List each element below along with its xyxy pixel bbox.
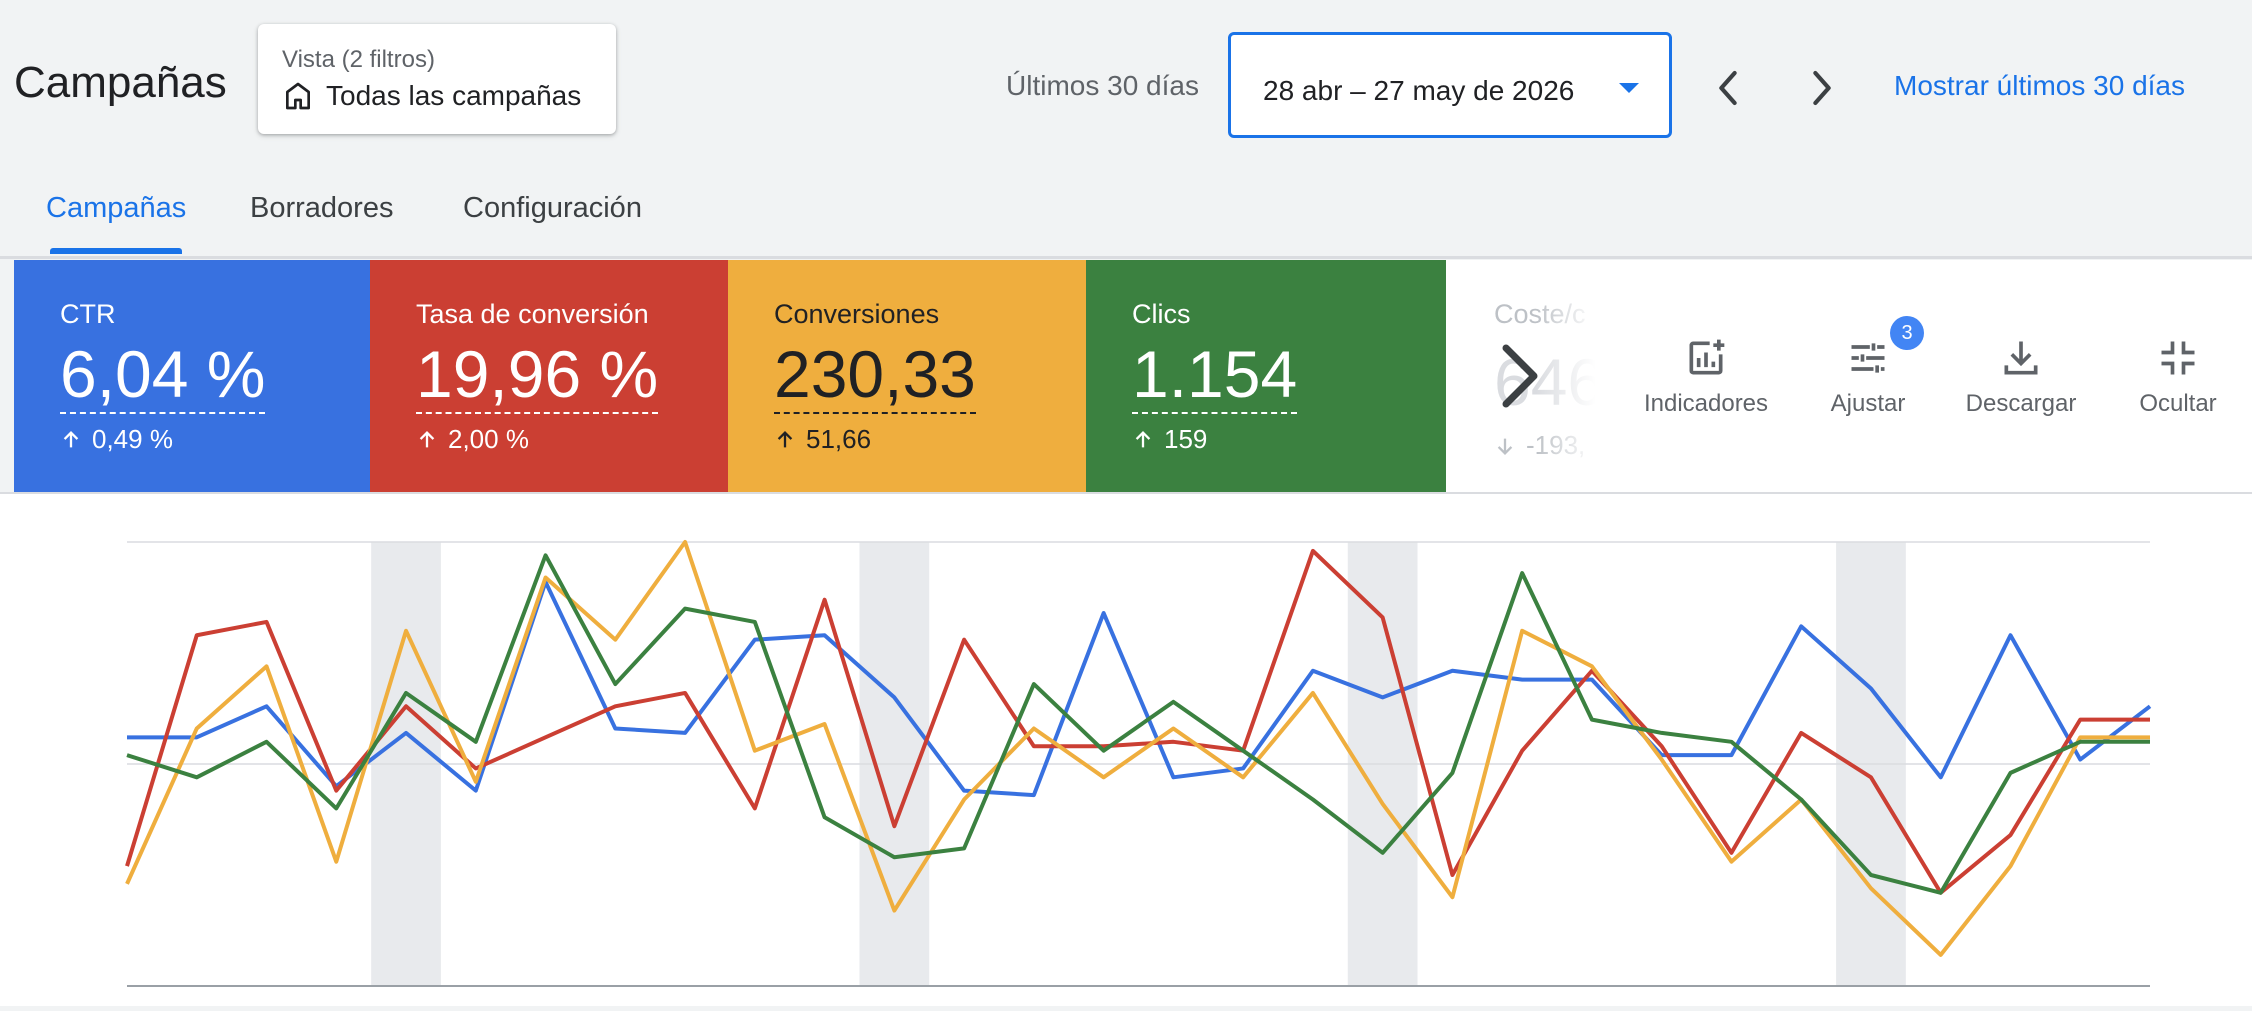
ajustar-label: Ajustar bbox=[1830, 390, 1906, 417]
view-selector[interactable]: Vista (2 filtros) Todas las campañas bbox=[258, 24, 616, 134]
add-chart-icon bbox=[1689, 339, 1725, 375]
arrow-down-icon bbox=[1497, 438, 1513, 455]
kpi-label: Conversiones bbox=[774, 299, 940, 329]
kpi-change-value: 159 bbox=[1164, 424, 1208, 454]
kpi-label: Tasa de conversión bbox=[416, 299, 649, 329]
previous-period-button[interactable] bbox=[1706, 64, 1750, 112]
kpi-change-value: 2,00 % bbox=[448, 424, 529, 454]
fade-overlay bbox=[1536, 260, 1596, 492]
series-line-0[interactable] bbox=[127, 579, 2152, 798]
kpi-label: Clics bbox=[1132, 299, 1191, 329]
scroll-right-chevron-icon[interactable] bbox=[1496, 340, 1544, 412]
arrow-up-icon bbox=[419, 430, 435, 447]
date-range-value: 28 abr – 27 may de 2026 bbox=[1263, 75, 1575, 106]
tab-configuracion[interactable]: Configuración bbox=[463, 192, 642, 224]
chart-toolbar: Indicadores Ajustar 3 Descargar Ocultar bbox=[1596, 260, 2252, 492]
building-icon bbox=[286, 82, 310, 110]
arrow-up-icon bbox=[63, 430, 79, 447]
chevron-left-icon bbox=[1719, 70, 1737, 106]
chart-top-border bbox=[0, 492, 2252, 494]
kpi-card-tasa-conversion[interactable]: Tasa de conversión 19,96 % 2,00 % bbox=[370, 260, 728, 492]
next-period-button[interactable] bbox=[1800, 64, 1844, 112]
chevron-right-icon bbox=[1813, 70, 1831, 106]
indicadores-button[interactable]: Indicadores bbox=[1636, 336, 1776, 418]
kpi-label: CTR bbox=[60, 299, 116, 329]
ajustar-button[interactable]: Ajustar 3 bbox=[1816, 316, 1924, 418]
kpi-change-value: 51,66 bbox=[806, 424, 872, 454]
tab-borradores[interactable]: Borradores bbox=[250, 192, 394, 224]
active-tab-indicator bbox=[50, 248, 182, 254]
arrow-up-icon bbox=[777, 430, 793, 447]
kpi-value: 230,33 bbox=[774, 338, 976, 414]
kpi-card-clics[interactable]: Clics 1.154 159 bbox=[1086, 260, 1446, 492]
kpi-value: 1.154 bbox=[1132, 338, 1298, 414]
filter-count-badge: 3 bbox=[1890, 316, 1924, 350]
view-value: Todas las campañas bbox=[326, 80, 582, 111]
kpi-card-conversiones[interactable]: Conversiones 230,33 51,66 bbox=[728, 260, 1086, 492]
series-line-3[interactable] bbox=[126, 553, 2150, 895]
date-range-label: Últimos 30 días bbox=[1006, 70, 1199, 101]
kpi-value: 6,04 % bbox=[60, 338, 266, 414]
indicadores-label: Indicadores bbox=[1643, 390, 1769, 417]
tune-icon bbox=[1851, 343, 1885, 373]
dropdown-caret-icon bbox=[1619, 83, 1639, 93]
tabs-divider bbox=[0, 256, 2252, 259]
show-last-30-days-link[interactable]: Mostrar últimos 30 días bbox=[1894, 70, 2185, 101]
tab-campanas[interactable]: Campañas bbox=[46, 192, 187, 224]
chart-area bbox=[0, 492, 2252, 1006]
date-range-picker[interactable]: 28 abr – 27 may de 2026 bbox=[1228, 32, 1672, 138]
download-icon bbox=[2004, 341, 2038, 375]
descargar-button[interactable]: Descargar bbox=[1956, 336, 2086, 418]
collapse-icon bbox=[2161, 341, 2195, 375]
kpi-change: 2,00 % bbox=[416, 424, 728, 455]
kpi-card-coste[interactable]: Coste/c 646 -193, bbox=[1446, 260, 1596, 492]
view-filter-label: Vista (2 filtros) bbox=[282, 46, 435, 73]
kpi-change: 0,49 % bbox=[60, 424, 370, 455]
kpi-card-ctr[interactable]: CTR 6,04 % 0,49 % bbox=[14, 260, 370, 492]
ocultar-button[interactable]: Ocultar bbox=[2116, 336, 2240, 418]
arrow-up-icon bbox=[1135, 430, 1151, 447]
ocultar-label: Ocultar bbox=[2139, 390, 2217, 417]
page-title: Campañas bbox=[14, 58, 227, 107]
kpi-change: 51,66 bbox=[774, 424, 1086, 455]
kpi-change: 159 bbox=[1132, 424, 1446, 455]
performance-line-chart[interactable] bbox=[0, 492, 2252, 1006]
kpi-value: 19,96 % bbox=[416, 338, 659, 414]
descargar-label: Descargar bbox=[1965, 390, 2077, 417]
kpi-change-value: 0,49 % bbox=[92, 424, 173, 454]
